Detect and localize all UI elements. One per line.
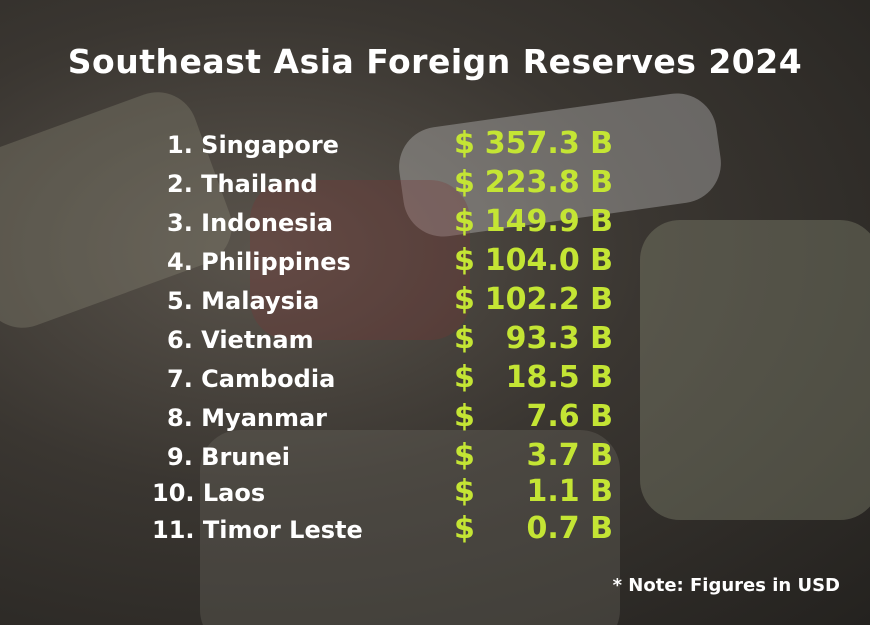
currency-symbol: $: [454, 511, 475, 546]
currency-symbol: $: [454, 399, 475, 434]
footnote: * Note: Figures in USD: [612, 575, 840, 596]
reserve-amount: 18.5 B: [505, 360, 613, 395]
currency-symbol: $: [454, 438, 475, 473]
reserve-amount: 104.0 B: [484, 243, 613, 278]
reserve-amount: 3.7 B: [526, 438, 613, 473]
reserve-amount: 0.7 B: [526, 511, 613, 546]
country-label: 6. Vietnam: [167, 326, 314, 354]
reserve-amount: 102.2 B: [484, 282, 613, 317]
currency-symbol: $: [454, 126, 475, 161]
currency-symbol: $: [454, 165, 475, 200]
background-shape: [640, 220, 870, 520]
currency-symbol: $: [454, 282, 475, 317]
currency-symbol: $: [454, 360, 475, 395]
country-label: 4. Philippines: [167, 248, 351, 276]
reserve-amount: 149.9 B: [484, 204, 613, 239]
title: Southeast Asia Foreign Reserves 2024: [67, 42, 803, 81]
reserve-amount: 1.1 B: [526, 474, 613, 509]
reserve-amount: 223.8 B: [484, 165, 613, 200]
currency-symbol: $: [454, 204, 475, 239]
country-label: 2. Thailand: [167, 170, 318, 198]
currency-symbol: $: [454, 474, 475, 509]
reserve-amount: 357.3 B: [484, 126, 613, 161]
country-label: 8. Myanmar: [167, 404, 328, 432]
country-label: 9. Brunei: [167, 443, 290, 471]
currency-symbol: $: [454, 321, 475, 356]
country-label: 3. Indonesia: [167, 209, 333, 237]
background-shape: [200, 430, 620, 625]
background-shape: [250, 180, 470, 340]
country-label: 7. Cambodia: [167, 365, 336, 393]
country-label: 10. Laos: [152, 479, 266, 507]
country-label: 5. Malaysia: [167, 287, 320, 315]
country-label: 1. Singapore: [167, 131, 339, 159]
reserve-amount: 93.3 B: [505, 321, 613, 356]
currency-symbol: $: [454, 243, 475, 278]
country-label: 11. Timor Leste: [152, 516, 363, 544]
reserve-amount: 7.6 B: [526, 399, 613, 434]
